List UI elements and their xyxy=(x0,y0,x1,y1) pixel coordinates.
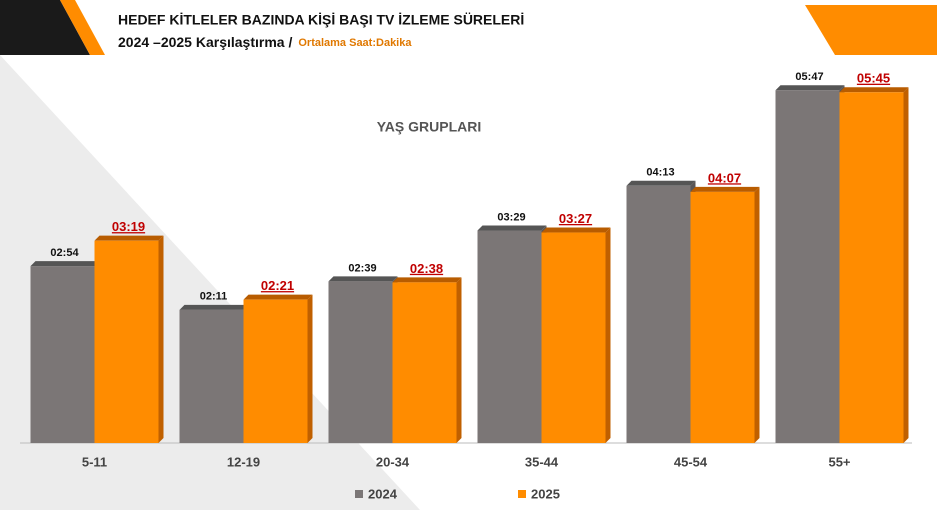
value-label: 02:11 xyxy=(200,291,228,303)
value-label: 03:27 xyxy=(559,211,592,226)
bar xyxy=(839,92,904,443)
axis-title: YAŞ GRUPLARI xyxy=(377,119,482,135)
value-label: 02:38 xyxy=(410,261,443,276)
corner-right xyxy=(805,5,937,55)
x-tick-label: 45-54 xyxy=(674,454,708,469)
value-label: 05:47 xyxy=(795,71,823,83)
bar-top xyxy=(541,227,611,233)
bar-side xyxy=(605,227,611,443)
bar-top xyxy=(243,294,313,300)
x-tick-label: 35-44 xyxy=(525,454,559,469)
bar-side xyxy=(456,277,462,443)
bar-side xyxy=(754,186,760,443)
bar xyxy=(477,230,542,443)
bar xyxy=(243,299,308,443)
legend-swatch xyxy=(518,490,526,498)
bar-top xyxy=(626,180,696,186)
bar xyxy=(775,90,840,443)
bar-top xyxy=(477,225,547,231)
value-label: 02:54 xyxy=(50,247,79,259)
x-tick-label: 20-34 xyxy=(376,454,410,469)
bar-top xyxy=(392,277,462,283)
value-label: 05:45 xyxy=(857,71,890,86)
x-tick-label: 5-11 xyxy=(82,454,107,469)
value-label: 03:19 xyxy=(112,219,145,234)
bar xyxy=(626,185,691,444)
bar-side xyxy=(903,87,909,443)
bar-side xyxy=(307,294,313,443)
bar xyxy=(328,281,393,443)
value-label: 02:39 xyxy=(348,262,376,274)
bar-top xyxy=(179,304,249,310)
chart-title: HEDEF KİTLELER BAZINDA KİŞİ BAŞI TV İZLE… xyxy=(118,12,524,28)
bar xyxy=(30,266,95,443)
x-tick-label: 55+ xyxy=(828,454,850,469)
legend-label: 2024 xyxy=(368,486,398,501)
bar xyxy=(541,232,606,443)
bar-top xyxy=(30,261,100,267)
bar xyxy=(690,191,755,443)
unit-note: Ortalama Saat:Dakika xyxy=(298,37,412,49)
corner-orange xyxy=(60,0,105,55)
value-label: 02:21 xyxy=(261,278,294,293)
bar xyxy=(94,240,159,443)
subtitle-text: 2024 –2025 Karşılaştırma / xyxy=(118,34,292,50)
bar-top xyxy=(328,276,398,282)
bar-top xyxy=(94,235,164,241)
subtitle: 2024 –2025 Karşılaştırma / Ortalama Saat:… xyxy=(118,34,412,50)
value-label: 04:13 xyxy=(646,167,674,179)
bar xyxy=(179,309,244,443)
value-label: 03:29 xyxy=(497,211,525,223)
x-tick-label: 12-19 xyxy=(227,454,260,469)
bar-side xyxy=(158,235,164,443)
bar xyxy=(392,282,457,443)
legend-swatch xyxy=(355,490,363,498)
legend-label: 2025 xyxy=(531,486,560,501)
bar-top xyxy=(690,186,760,192)
value-label: 04:07 xyxy=(708,170,741,185)
bar-top xyxy=(775,85,845,91)
bar-top xyxy=(839,87,909,93)
